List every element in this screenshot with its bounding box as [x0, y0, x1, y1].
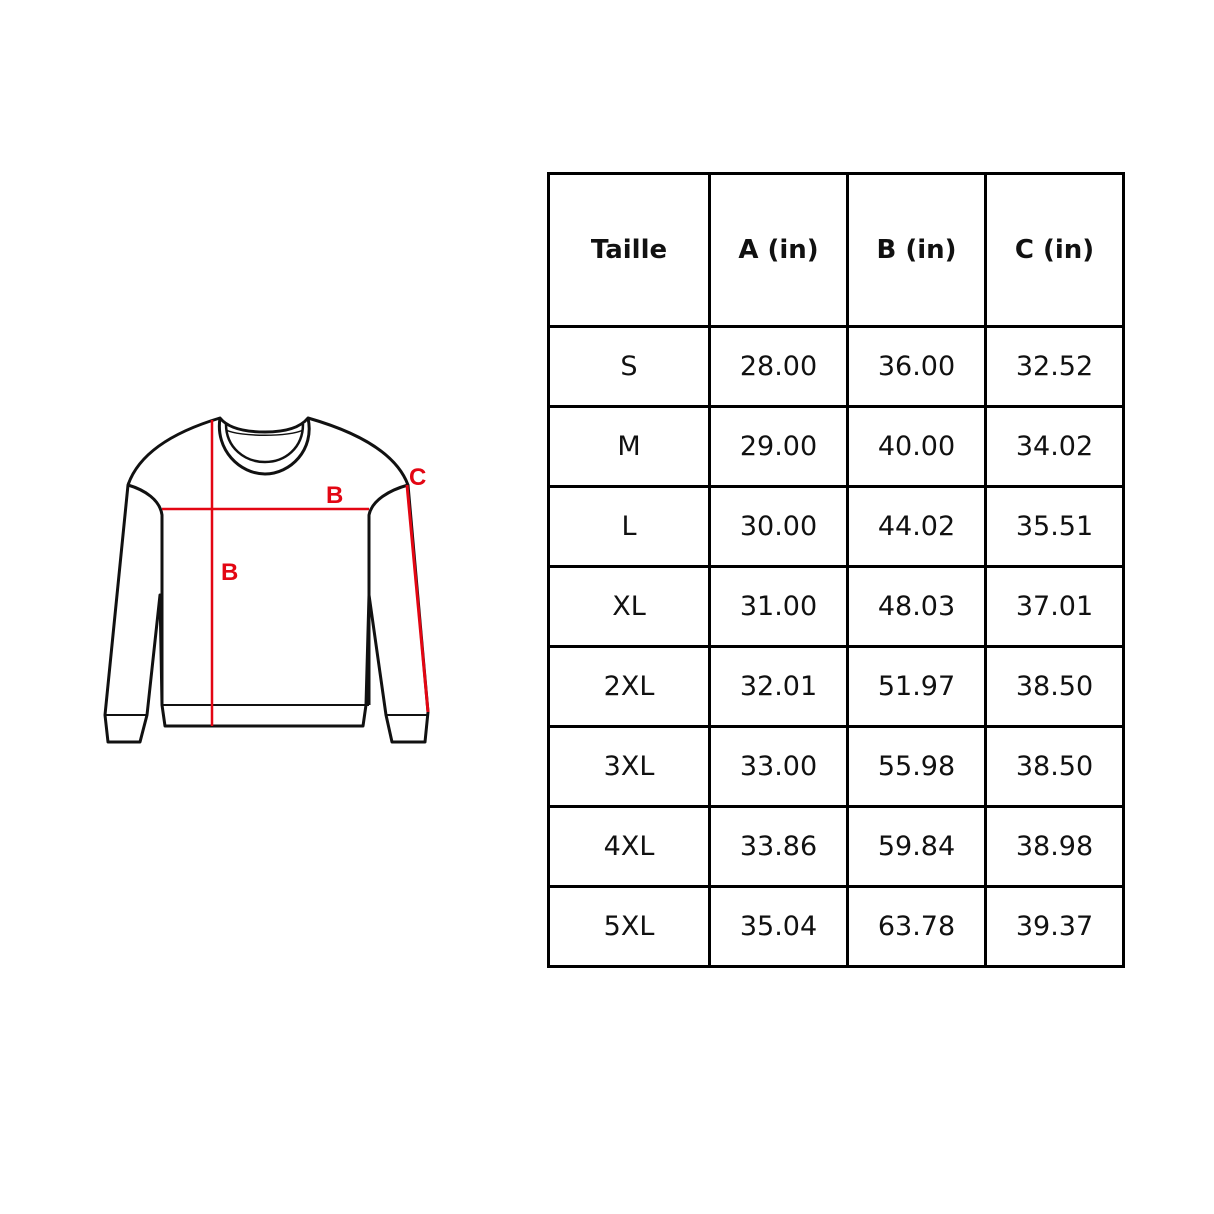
c-cell: 38.50	[984, 725, 1125, 808]
c-cell: 38.98	[984, 805, 1125, 888]
a-cell: 32.01	[708, 645, 849, 728]
measure-lines	[162, 420, 430, 726]
table-row: 4XL 33.86 59.84 38.98	[547, 805, 1125, 888]
a-cell: 33.86	[708, 805, 849, 888]
table-row: 5XL 35.04 63.78 39.37	[547, 885, 1125, 968]
c-cell: 32.52	[984, 325, 1125, 408]
b-cell: 51.97	[846, 645, 987, 728]
table-row: XL 31.00 48.03 37.01	[547, 565, 1125, 648]
size-cell: L	[547, 485, 711, 568]
table-row: 2XL 32.01 51.97 38.50	[547, 645, 1125, 728]
c-cell: 35.51	[984, 485, 1125, 568]
b-cell: 48.03	[846, 565, 987, 648]
header-size: Taille	[547, 172, 711, 328]
size-cell: XL	[547, 565, 711, 648]
b-cell: 40.00	[846, 405, 987, 488]
size-cell: 3XL	[547, 725, 711, 808]
size-cell: M	[547, 405, 711, 488]
c-cell: 38.50	[984, 645, 1125, 728]
c-cell: 34.02	[984, 405, 1125, 488]
size-cell: 2XL	[547, 645, 711, 728]
table-header-row: Taille A (in) B (in) C (in)	[547, 172, 1125, 328]
a-cell: 29.00	[708, 405, 849, 488]
sleeve-measure-line	[405, 484, 430, 713]
a-cell: 33.00	[708, 725, 849, 808]
size-chart-table: Taille A (in) B (in) C (in) S 28.00 36.00 3…	[547, 172, 1125, 968]
table-row: M 29.00 40.00 34.02	[547, 405, 1125, 488]
b-cell: 36.00	[846, 325, 987, 408]
label-sleeve: C	[409, 464, 426, 491]
size-cell: 4XL	[547, 805, 711, 888]
a-cell: 30.00	[708, 485, 849, 568]
a-cell: 31.00	[708, 565, 849, 648]
sweatshirt-outline	[103, 416, 430, 744]
size-cell: S	[547, 325, 711, 408]
c-cell: 37.01	[984, 565, 1125, 648]
size-cell: 5XL	[547, 885, 711, 968]
b-cell: 59.84	[846, 805, 987, 888]
b-cell: 44.02	[846, 485, 987, 568]
table-row: S 28.00 36.00 32.52	[547, 325, 1125, 408]
a-cell: 28.00	[708, 325, 849, 408]
b-cell: 55.98	[846, 725, 987, 808]
header-c: C (in)	[984, 172, 1125, 328]
header-b: B (in)	[846, 172, 987, 328]
label-chest: B	[326, 482, 343, 509]
c-cell: 39.37	[984, 885, 1125, 968]
header-a: A (in)	[708, 172, 849, 328]
b-cell: 63.78	[846, 885, 987, 968]
table-row: 3XL 33.00 55.98 38.50	[547, 725, 1125, 808]
label-length: B	[221, 559, 238, 586]
sweatshirt-diagram: B B C	[103, 416, 430, 744]
a-cell: 35.04	[708, 885, 849, 968]
table-row: L 30.00 44.02 35.51	[547, 485, 1125, 568]
